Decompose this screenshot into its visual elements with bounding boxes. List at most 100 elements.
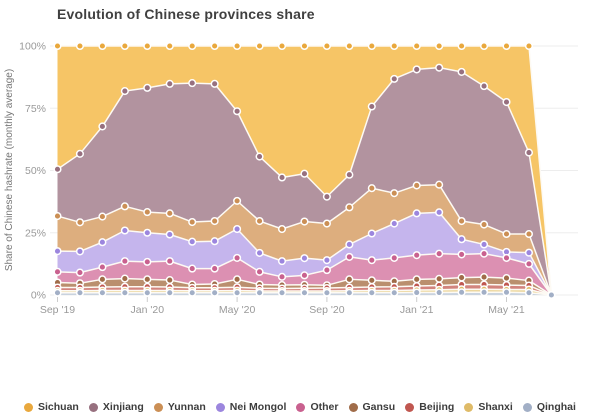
point-sichuan-7[interactable]	[210, 41, 219, 51]
area-nei-mongol[interactable]	[57, 212, 552, 295]
point-qinghai-0[interactable]	[53, 288, 62, 297]
point-qinghai-10[interactable]	[277, 288, 287, 297]
point-sichuan-1[interactable]	[75, 41, 84, 51]
point-qinghai-20[interactable]	[502, 288, 511, 297]
point-nei-mongol-21[interactable]	[524, 248, 534, 257]
point-nei-mongol-9[interactable]	[255, 248, 264, 257]
point-yunnan-13[interactable]	[345, 203, 354, 212]
point-nei-mongol-3[interactable]	[120, 226, 129, 235]
legend-item-sichuan[interactable]: Sichuan	[24, 401, 79, 413]
point-yunnan-5[interactable]	[165, 209, 174, 218]
point-nei-mongol-13[interactable]	[345, 240, 354, 249]
legend-item-gansu[interactable]: Gansu	[348, 401, 395, 413]
point-yunnan-15[interactable]	[390, 189, 399, 198]
point-sichuan-4[interactable]	[143, 41, 152, 51]
point-other-19[interactable]	[480, 249, 489, 258]
point-gansu-4[interactable]	[143, 275, 152, 284]
point-xinjiang-18[interactable]	[457, 67, 466, 76]
point-qinghai-7[interactable]	[210, 288, 219, 297]
point-yunnan-8[interactable]	[233, 196, 242, 205]
point-yunnan-0[interactable]	[53, 212, 62, 221]
point-qinghai-6[interactable]	[188, 288, 197, 297]
point-qinghai-3[interactable]	[120, 288, 129, 297]
point-gansu-18[interactable]	[457, 273, 466, 282]
point-other-20[interactable]	[502, 253, 511, 262]
point-gansu-13[interactable]	[345, 275, 354, 284]
point-nei-mongol-6[interactable]	[188, 237, 197, 246]
point-nei-mongol-18[interactable]	[457, 235, 466, 244]
point-qinghai-17[interactable]	[435, 288, 444, 297]
point-qinghai-16[interactable]	[412, 288, 421, 297]
point-xinjiang-21[interactable]	[524, 148, 534, 157]
point-yunnan-6[interactable]	[188, 217, 197, 227]
area-xinjiang[interactable]	[57, 67, 552, 296]
point-yunnan-10[interactable]	[277, 224, 287, 234]
point-sichuan-5[interactable]	[165, 41, 174, 51]
point-yunnan-17[interactable]	[435, 180, 444, 189]
point-gansu-3[interactable]	[120, 274, 129, 283]
legend-item-nei-mongol[interactable]: Nei Mongol	[215, 401, 286, 413]
legend-item-other[interactable]: Other	[296, 401, 338, 413]
point-other-0[interactable]	[53, 267, 62, 276]
point-other-13[interactable]	[345, 252, 354, 261]
point-qinghai-19[interactable]	[480, 288, 489, 297]
point-sichuan-16[interactable]	[412, 41, 421, 51]
point-other-18[interactable]	[457, 250, 466, 259]
point-qinghai-21[interactable]	[524, 288, 534, 297]
point-xinjiang-7[interactable]	[210, 79, 219, 88]
point-xinjiang-9[interactable]	[255, 152, 264, 161]
legend-item-xinjiang[interactable]: Xinjiang	[88, 401, 144, 413]
point-sichuan-17[interactable]	[435, 41, 444, 51]
point-sichuan-10[interactable]	[277, 41, 287, 51]
point-nei-mongol-17[interactable]	[435, 208, 444, 217]
point-qinghai-13[interactable]	[345, 288, 354, 297]
point-nei-mongol-0[interactable]	[53, 247, 62, 256]
point-xinjiang-8[interactable]	[233, 107, 242, 116]
point-yunnan-14[interactable]	[367, 184, 376, 193]
point-xinjiang-11[interactable]	[300, 169, 309, 178]
point-gansu-19[interactable]	[480, 273, 489, 282]
point-xinjiang-2[interactable]	[98, 122, 107, 131]
point-yunnan-20[interactable]	[502, 229, 511, 239]
point-other-6[interactable]	[188, 264, 197, 273]
point-xinjiang-15[interactable]	[390, 74, 399, 83]
point-sichuan-0[interactable]	[53, 41, 62, 51]
point-other-2[interactable]	[98, 263, 107, 272]
point-other-3[interactable]	[120, 257, 129, 266]
point-nei-mongol-12[interactable]	[322, 256, 331, 265]
point-sichuan-8[interactable]	[233, 41, 242, 51]
point-xinjiang-20[interactable]	[502, 97, 511, 107]
point-nei-mongol-14[interactable]	[367, 229, 376, 238]
point-other-4[interactable]	[143, 257, 152, 266]
point-yunnan-9[interactable]	[255, 216, 264, 226]
point-yunnan-19[interactable]	[480, 220, 489, 229]
point-other-8[interactable]	[233, 253, 242, 262]
point-gansu-14[interactable]	[367, 276, 376, 285]
point-nei-mongol-11[interactable]	[300, 254, 309, 263]
point-qinghai-1[interactable]	[75, 288, 84, 297]
point-sichuan-18[interactable]	[457, 41, 466, 51]
point-sichuan-6[interactable]	[188, 41, 197, 51]
point-sichuan-19[interactable]	[480, 41, 489, 51]
point-nei-mongol-1[interactable]	[75, 247, 84, 256]
point-qinghai-15[interactable]	[390, 288, 399, 297]
point-xinjiang-4[interactable]	[143, 83, 152, 92]
point-nei-mongol-4[interactable]	[143, 228, 152, 237]
point-sichuan-13[interactable]	[345, 41, 354, 51]
point-sichuan-9[interactable]	[255, 41, 264, 51]
point-nei-mongol-10[interactable]	[277, 257, 287, 266]
point-other-9[interactable]	[255, 267, 264, 276]
point-qinghai-8[interactable]	[233, 288, 242, 297]
point-xinjiang-3[interactable]	[120, 87, 129, 96]
legend-item-yunnan[interactable]: Yunnan	[153, 401, 206, 413]
point-xinjiang-19[interactable]	[480, 82, 489, 91]
point-xinjiang-12[interactable]	[322, 192, 331, 201]
point-xinjiang-5[interactable]	[165, 79, 174, 88]
point-sichuan-20[interactable]	[502, 41, 511, 51]
point-sichuan-21[interactable]	[524, 41, 534, 51]
point-xinjiang-14[interactable]	[367, 102, 376, 111]
point-other-16[interactable]	[412, 251, 421, 260]
point-yunnan-7[interactable]	[210, 216, 219, 226]
point-other-1[interactable]	[75, 268, 84, 277]
point-nei-mongol-16[interactable]	[412, 209, 421, 218]
